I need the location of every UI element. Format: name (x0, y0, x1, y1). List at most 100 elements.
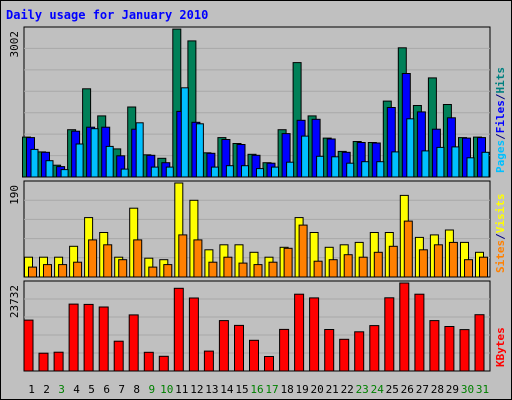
bar-kbytes-day-21 (324, 329, 335, 372)
bar-sites-day-26 (403, 220, 413, 278)
bar-kbytes-day-31 (474, 314, 485, 372)
bar-sites-day-5 (88, 239, 98, 278)
x-tick-label-12: 12 (190, 383, 203, 396)
bar-kbytes-day-1 (23, 319, 34, 372)
bar-sites-day-19 (298, 224, 308, 278)
x-tick-label-14: 14 (220, 383, 234, 396)
bar-pages-day-16 (256, 168, 264, 178)
x-tick-label-24: 24 (371, 383, 385, 396)
x-tick-label-4: 4 (73, 383, 80, 396)
bar-sites-day-24 (373, 251, 383, 278)
bar-pages-day-11 (180, 87, 189, 178)
x-tick-label-25: 25 (386, 383, 399, 396)
bar-kbytes-day-29 (444, 326, 455, 372)
x-tick-label-11: 11 (175, 383, 188, 396)
bar-sites-day-20 (313, 260, 323, 278)
bar-kbytes-day-30 (459, 329, 470, 372)
bar-sites-day-8 (133, 239, 143, 278)
bar-pages-day-23 (361, 161, 370, 178)
bar-pages-day-4 (75, 143, 84, 178)
bar-pages-day-10 (165, 166, 174, 178)
bar-sites-day-14 (223, 256, 233, 278)
bar-sites-day-31 (479, 256, 488, 278)
bar-sites-day-22 (343, 254, 353, 278)
x-tick-label-22: 22 (341, 383, 354, 396)
legend-item: Files (494, 100, 507, 133)
legend: KBytes (494, 327, 507, 367)
legend-item: Sites (494, 240, 507, 273)
x-tick-label-9: 9 (148, 383, 155, 396)
x-tick-label-5: 5 (88, 383, 95, 396)
bar-pages-day-8 (135, 122, 144, 178)
x-tick-label-18: 18 (280, 383, 293, 396)
bar-sites-day-30 (464, 259, 473, 278)
bar-kbytes-day-17 (264, 356, 274, 372)
chart-title: Daily usage for January 2010 (6, 8, 208, 22)
bar-sites-day-4 (73, 261, 83, 278)
bar-kbytes-day-28 (429, 320, 440, 372)
bar-pages-day-29 (451, 146, 460, 178)
bar-sites-day-25 (388, 245, 398, 278)
bar-pages-day-21 (331, 156, 340, 178)
bar-pages-day-1 (30, 148, 39, 178)
legend-item: Pages (494, 140, 507, 173)
bar-pages-day-22 (346, 162, 355, 178)
bar-sites-day-7 (118, 259, 128, 278)
bar-pages-day-28 (436, 146, 445, 178)
x-tick-label-15: 15 (235, 383, 248, 396)
x-tick-label-30: 30 (461, 383, 474, 396)
y-max-label: 23732 (8, 285, 21, 318)
bar-sites-day-18 (283, 247, 293, 278)
bar-kbytes-day-22 (339, 338, 350, 372)
x-tick-label-23: 23 (356, 383, 369, 396)
x-tick-label-2: 2 (43, 383, 50, 396)
bar-sites-day-9 (148, 266, 158, 278)
bar-sites-day-6 (103, 244, 113, 278)
bar-kbytes-day-8 (128, 314, 139, 372)
x-tick-label-17: 17 (265, 383, 278, 396)
bar-pages-day-25 (391, 151, 400, 178)
x-tick-label-8: 8 (133, 383, 140, 396)
bar-pages-day-20 (316, 155, 325, 178)
bar-sites-day-21 (328, 259, 338, 278)
legend-item: Hits (494, 67, 507, 94)
bar-pages-day-3 (60, 169, 69, 178)
x-tick-label-3: 3 (58, 383, 65, 396)
bar-sites-day-2 (43, 264, 52, 278)
bar-kbytes-day-12 (188, 297, 199, 372)
bar-sites-day-17 (268, 261, 278, 278)
legend-item: KBytes (494, 327, 507, 367)
bar-sites-day-23 (358, 256, 368, 278)
bar-sites-day-1 (28, 266, 37, 278)
bar-kbytes-day-11 (173, 287, 184, 372)
bar-sites-day-16 (253, 264, 263, 278)
x-tick-label-13: 13 (205, 383, 218, 396)
bar-sites-day-12 (193, 239, 203, 278)
x-tick-label-19: 19 (295, 383, 308, 396)
panel-visits-sites: 190 Sites/Visits (8, 180, 507, 278)
panel-kbytes: 23732 KBytes (8, 280, 507, 372)
x-tick-label-16: 16 (250, 383, 263, 396)
bar-pages-day-31 (481, 151, 490, 178)
bar-kbytes-day-27 (414, 293, 425, 372)
bar-pages-day-30 (466, 157, 475, 178)
legend-item: Visits (494, 194, 507, 234)
x-tick-label-10: 10 (160, 383, 173, 396)
plot-area: 3002Pages/Files/Hits190Sites/Visits23732… (8, 26, 507, 372)
bar-pages-day-24 (376, 161, 385, 178)
bar-kbytes-day-10 (158, 355, 169, 372)
bar-kbytes-day-18 (279, 328, 290, 372)
bar-pages-day-9 (150, 166, 159, 178)
bar-kbytes-day-23 (354, 331, 365, 372)
bar-kbytes-day-24 (369, 325, 380, 372)
bar-sites-day-15 (238, 262, 248, 278)
bar-kbytes-day-6 (98, 306, 109, 372)
x-axis-day-labels: 1 2 3 4 5 6 7 8 9 10 11 12 13 14 15 16 17 18 19 20 21 22 23 24 2… (28, 383, 489, 396)
bar-pages-day-2 (45, 160, 54, 178)
x-tick-label-21: 21 (326, 383, 339, 396)
bar-pages-day-6 (105, 145, 114, 178)
bar-pages-day-5 (90, 128, 99, 178)
x-tick-label-7: 7 (118, 383, 125, 396)
